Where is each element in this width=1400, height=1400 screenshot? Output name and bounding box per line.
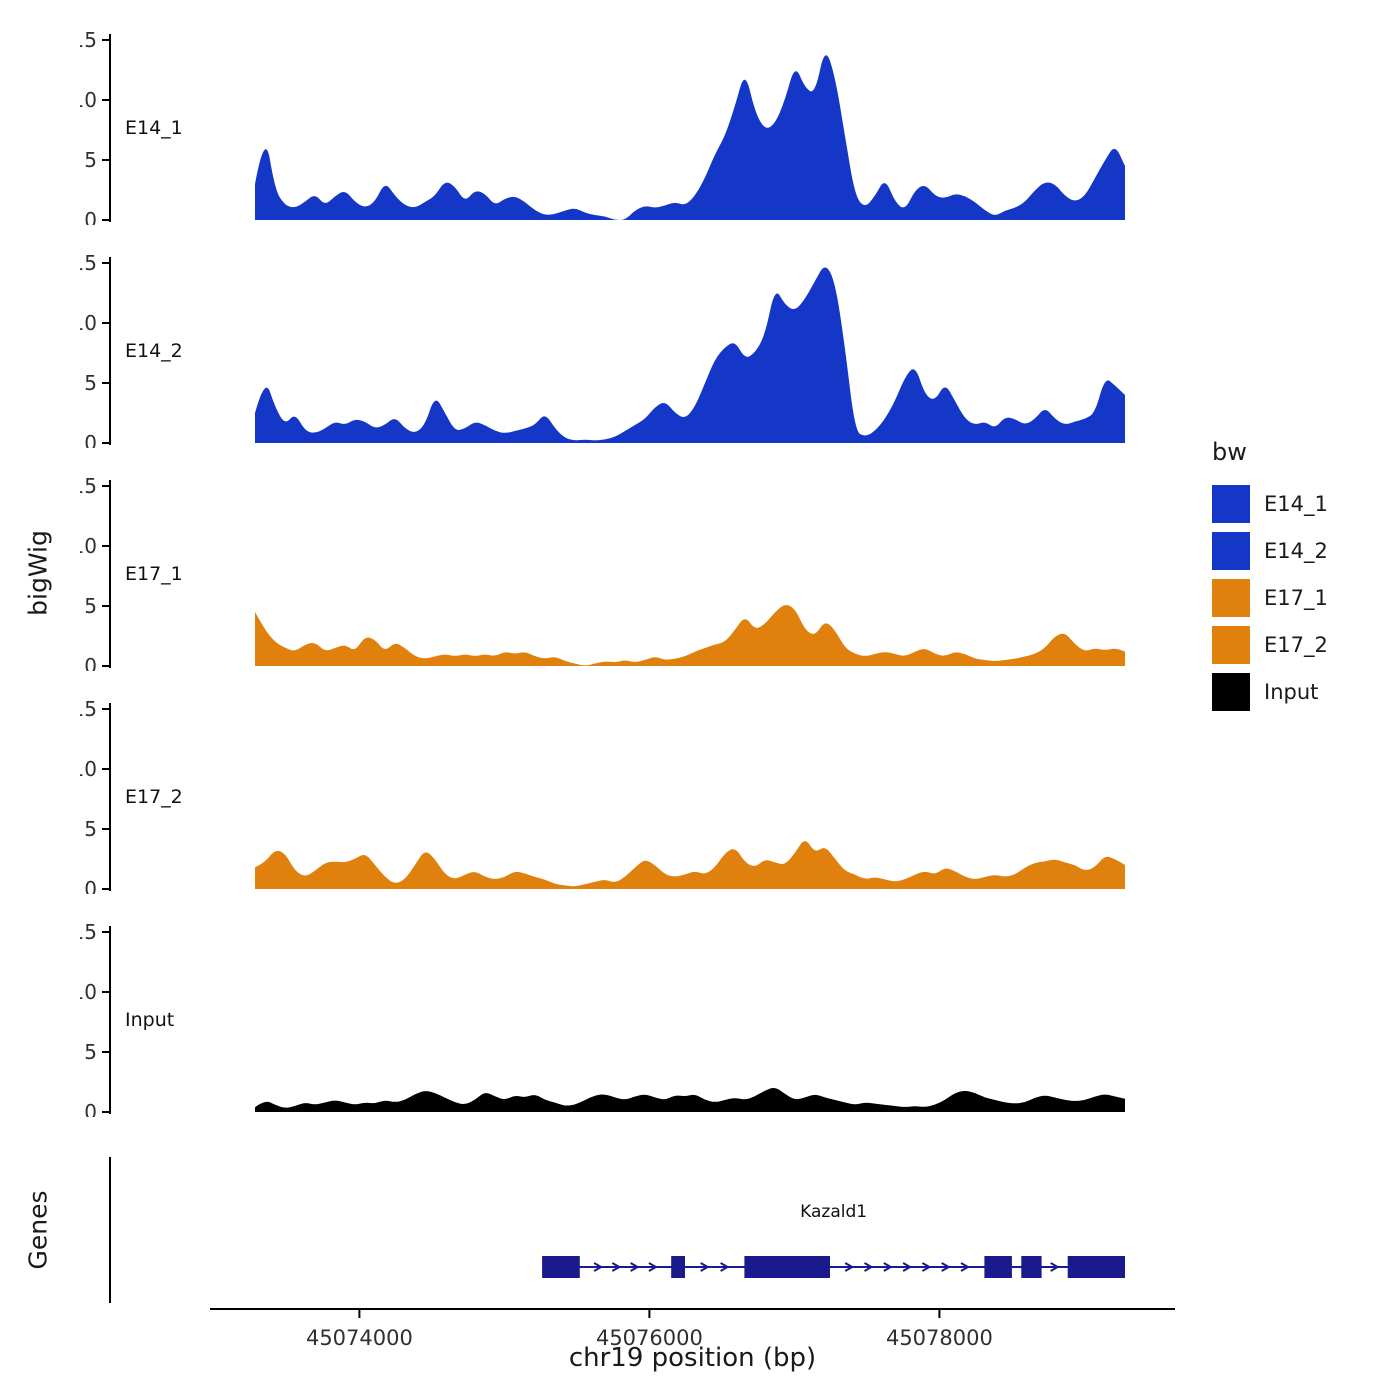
- strand-arrow-icon: [941, 1262, 951, 1272]
- y-tick-label: 5: [84, 817, 97, 841]
- y-tick-label: 0: [84, 431, 97, 448]
- track-panel-E14_1: 0 5 10 15 E14_1: [80, 30, 1125, 225]
- track-panel-E17_1: 0 5 10 15 E17_1: [80, 476, 1125, 671]
- y-axis-title: bigWig: [23, 530, 53, 616]
- y-tick-label: 15: [80, 699, 97, 721]
- y-tick-label: 10: [80, 534, 97, 558]
- legend-item-e17-1: E17_1: [1212, 574, 1328, 621]
- legend-item-e17-2: E17_2: [1212, 621, 1328, 668]
- legend-label: E17_2: [1264, 632, 1328, 657]
- x-axis: 45074000 45076000 45078000: [210, 1308, 1175, 1350]
- y-tick-label: 10: [80, 757, 97, 781]
- y-tick-label: 10: [80, 311, 97, 335]
- coverage-area-E17_1: [255, 605, 1125, 666]
- coverage-area-Input: [255, 1088, 1125, 1112]
- y-tick-label: 5: [84, 148, 97, 172]
- x-tick-label: 45076000: [596, 1326, 703, 1350]
- strand-arrow-icon: [902, 1262, 913, 1272]
- y-tick-label: 5: [84, 594, 97, 618]
- legend-swatch-e17-2: [1212, 625, 1250, 664]
- y-tick-label: 5: [84, 371, 97, 395]
- y-tick-label: 5: [84, 1040, 97, 1064]
- track-label: E17_1: [125, 563, 183, 585]
- legend-title: bw: [1212, 438, 1247, 466]
- gene-exon: [1067, 1256, 1125, 1278]
- gene-exon: [744, 1256, 830, 1278]
- y-tick-label: 15: [80, 476, 97, 498]
- legend: bw E14_1 E14_2 E17_1 E17_2 Input: [1212, 438, 1328, 715]
- track-panel-Input: 0 5 10 15 Input: [80, 922, 1125, 1117]
- strand-arrow-icon: [960, 1262, 971, 1272]
- gene-exon: [984, 1256, 1012, 1278]
- track-panel-E17_2: 0 5 10 15 E17_2: [80, 699, 1125, 894]
- x-tick-label: 45074000: [306, 1326, 413, 1350]
- track-label: E14_2: [125, 340, 183, 362]
- y-tick-label: 15: [80, 922, 97, 944]
- x-axis-title: chr19 position (bp): [568, 1343, 817, 1373]
- signal-tracks-container: 0 5 10 15 E14_1 0 5 10 15 E14_2 0 5 10 15 E17_1 0 5 10 15 E…: [80, 30, 1180, 1145]
- legend-item-input: Input: [1212, 668, 1328, 715]
- y-tick-label: 10: [80, 980, 97, 1004]
- gene-exon: [542, 1256, 580, 1278]
- x-tick-label: 45078000: [886, 1326, 993, 1350]
- coverage-area-E14_2: [255, 267, 1125, 443]
- y-tick-label: 10: [80, 88, 97, 112]
- legend-swatch-e17-1: [1212, 578, 1250, 617]
- legend-label: E14_2: [1264, 538, 1328, 563]
- strand-arrow-icon: [844, 1262, 855, 1272]
- legend-item-e14-1: E14_1: [1212, 480, 1328, 527]
- track-panel-E14_2: 0 5 10 15 E14_2: [80, 253, 1125, 448]
- strand-arrow-icon: [630, 1262, 640, 1272]
- legend-swatch-input: [1212, 672, 1250, 711]
- legend-swatch-e14-1: [1212, 484, 1250, 523]
- strand-arrow-icon: [883, 1262, 893, 1272]
- genes-axis-title: Genes: [23, 1190, 53, 1270]
- y-tick-label: 0: [84, 877, 97, 894]
- y-tick-label: 15: [80, 30, 97, 52]
- track-label: E17_2: [125, 786, 183, 808]
- strand-arrow-icon: [1050, 1262, 1060, 1272]
- strand-arrow-icon: [864, 1262, 874, 1272]
- track-label: Input: [125, 1009, 174, 1031]
- y-tick-label: 0: [84, 208, 97, 225]
- strand-arrow-icon: [611, 1262, 622, 1272]
- track-label: E14_1: [125, 117, 183, 139]
- gene-exon: [671, 1256, 685, 1278]
- strand-arrow-icon: [720, 1262, 730, 1272]
- legend-item-e14-2: E14_2: [1212, 527, 1328, 574]
- y-tick-label: 0: [84, 654, 97, 671]
- strand-arrow-icon: [648, 1262, 658, 1272]
- gene-track-panel: Kazald1: [109, 1157, 1125, 1303]
- legend-swatch-e14-2: [1212, 531, 1250, 570]
- y-tick-label: 0: [84, 1100, 97, 1117]
- strand-arrow-icon: [921, 1262, 932, 1272]
- coverage-area-E14_1: [255, 55, 1125, 220]
- coverage-area-E17_2: [255, 841, 1125, 889]
- legend-label: E17_1: [1264, 585, 1328, 610]
- gene-exon: [1021, 1256, 1042, 1278]
- gene-label: Kazald1: [800, 1202, 867, 1222]
- legend-label: E14_1: [1264, 491, 1328, 516]
- strand-arrow-icon: [593, 1262, 604, 1272]
- legend-label: Input: [1264, 679, 1319, 704]
- strand-arrow-icon: [700, 1262, 710, 1272]
- y-tick-label: 15: [80, 253, 97, 275]
